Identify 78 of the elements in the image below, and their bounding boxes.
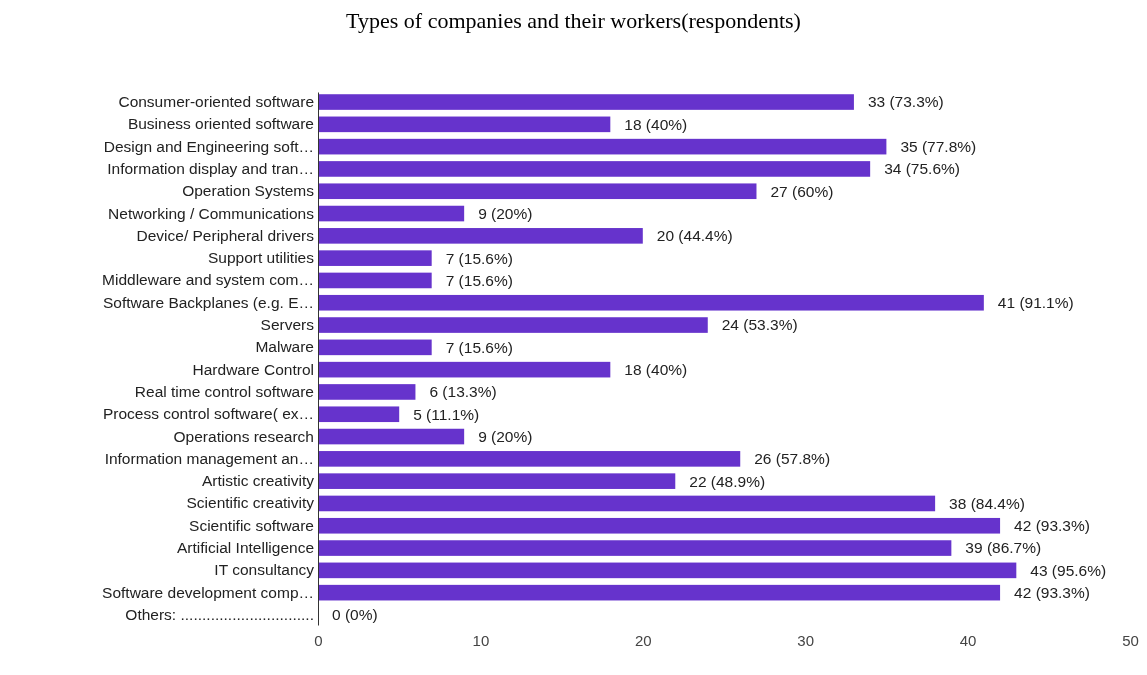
data-label: 20 (44.4%): [656, 227, 733, 245]
y-tick-label: Software Backplanes (e.g. E…: [102, 293, 314, 311]
y-tick-label: Middleware and system com…: [102, 271, 314, 289]
data-label: 9 (20%): [478, 427, 533, 445]
data-label: 42 (93.3%): [1014, 584, 1090, 602]
bar: [318, 116, 611, 133]
chart-title: Types of companies and their workers(respondents): [346, 8, 801, 33]
y-tick-label: Business oriented software: [127, 115, 314, 133]
data-label: 9 (20%): [478, 204, 533, 222]
bar: [318, 361, 611, 378]
bar: [318, 584, 1001, 601]
bar: [318, 562, 1017, 579]
y-tick-label: Information display and tran…: [107, 159, 314, 177]
y-tick-label: Scientific software: [189, 516, 314, 534]
data-label: 7 (15.6%): [445, 249, 513, 267]
y-tick-label: Information management an…: [104, 449, 314, 467]
bar: [318, 205, 465, 222]
x-tick-label: 30: [797, 631, 815, 649]
data-label: 7 (15.6%): [445, 338, 513, 356]
bar: [318, 250, 432, 266]
y-tick-label: Process control software( ex…: [102, 405, 314, 423]
bar: [318, 406, 400, 423]
bar: [318, 540, 952, 556]
data-label: 41 (91.1%): [997, 294, 1074, 312]
bar: [318, 94, 854, 110]
y-tick-label: Malware: [255, 338, 314, 356]
data-label: 6 (13.3%): [429, 383, 497, 401]
y-tick-label: Scientific creativity: [186, 494, 315, 512]
data-label: 5 (11.1%): [413, 405, 480, 423]
y-tick-label: IT consultancy: [214, 561, 315, 579]
data-label: 24 (53.3%): [721, 316, 798, 334]
y-tick-label: Device/ Peripheral drivers: [136, 226, 315, 244]
bar: [318, 272, 432, 289]
bar: [318, 183, 757, 200]
bar: [318, 138, 887, 155]
data-label: 27 (60%): [770, 182, 834, 200]
y-tick-label: Operations research: [173, 427, 314, 445]
y-tick-label: Networking / Communications: [108, 204, 315, 222]
bar: [318, 339, 432, 356]
x-tick-label: 50: [1122, 631, 1139, 649]
data-label: 43 (95.6%): [1030, 561, 1107, 579]
bar: [318, 384, 416, 400]
bar: [318, 495, 936, 512]
data-label: 0 (0%): [332, 606, 378, 624]
bar: [318, 294, 984, 311]
bar: [318, 428, 465, 445]
y-tick-label: Support utilities: [208, 249, 315, 267]
bar: [318, 317, 708, 333]
y-tick-label: Artistic creativity: [202, 472, 315, 490]
y-tick-label: Software development comp…: [102, 583, 314, 601]
data-label: 35 (77.8%): [900, 138, 977, 156]
data-label: 34 (75.6%): [884, 160, 960, 178]
bar: [318, 228, 643, 244]
x-tick-label: 20: [634, 631, 652, 649]
data-label: 39 (86.7%): [965, 539, 1042, 557]
data-label: 42 (93.3%): [1014, 517, 1090, 535]
y-tick-label: Hardware Control: [192, 360, 314, 378]
y-tick-label: Operation Systems: [182, 182, 315, 200]
x-tick-label: 10: [472, 631, 490, 649]
bar: [318, 473, 676, 489]
y-tick-label: Design and Engineering soft…: [103, 137, 314, 155]
y-tick-label: Real time control software: [134, 382, 314, 400]
x-tick-label: 0: [314, 631, 323, 649]
data-label: 18 (40%): [624, 115, 688, 133]
data-label: 33 (73.3%): [867, 93, 944, 111]
y-tick-label: Artificial Intelligence: [177, 539, 314, 557]
bar: [318, 451, 741, 467]
bar: [318, 517, 1001, 534]
data-label: 38 (84.4%): [949, 494, 1025, 512]
y-tick-label: Others: ...............................: [125, 605, 314, 623]
x-tick-label: 40: [959, 631, 977, 649]
bar: [318, 161, 871, 177]
y-tick-label: Servers: [260, 316, 315, 334]
data-label: 22 (48.9%): [689, 472, 766, 490]
data-label: 18 (40%): [624, 361, 688, 379]
data-label: 7 (15.6%): [445, 271, 513, 289]
data-label: 26 (57.8%): [754, 450, 831, 468]
y-tick-label: Consumer-oriented software: [118, 93, 314, 110]
